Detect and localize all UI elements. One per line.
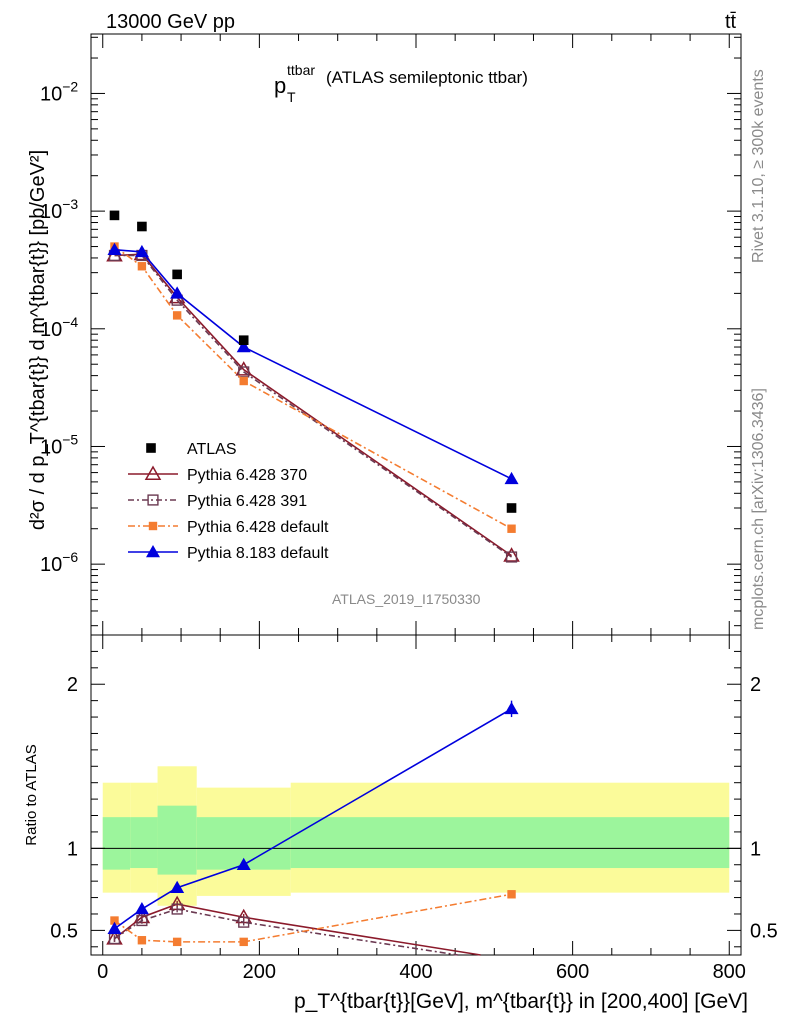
- ratio-y-axis-label: Ratio to ATLAS: [23, 744, 40, 845]
- y-tick-label: 10−3: [40, 196, 78, 223]
- x-tick-label: 800: [713, 961, 746, 983]
- plot-title: p T ttbar (ATLAS semileptonic ttbar): [274, 62, 528, 105]
- series-point-0: [503, 547, 520, 562]
- legend-marker-atlas: [146, 443, 156, 453]
- ratio-y-ticks: 0.5 0.5 1 1 2 2: [50, 650, 778, 948]
- title-rest: (ATLAS semileptonic ttbar): [326, 68, 528, 87]
- title-main: p: [274, 73, 286, 98]
- ratio-tick-label-right: 2: [750, 674, 761, 696]
- ratio-point-2: [507, 890, 516, 899]
- ratio-tick-label-right: 1: [750, 838, 761, 860]
- ratio-point-3: [236, 857, 251, 870]
- series-point-2: [507, 524, 516, 533]
- atlas-data-point: [506, 503, 517, 513]
- legend-label-atlas: ATLAS: [187, 441, 237, 458]
- process-label: 13000 GeV pp: [106, 11, 235, 33]
- x-tick-label: 400: [399, 961, 432, 983]
- legend-label-1: Pythia 6.428 391: [187, 493, 307, 510]
- x-tick-label: 0: [97, 961, 108, 983]
- mcplots-label: mcplots.cern.ch [arXiv:1306.3436]: [750, 388, 767, 630]
- ratio-tick-label: 0.5: [50, 920, 78, 942]
- ratio-point-1: [171, 903, 183, 915]
- y-tick-label: 10−4: [40, 314, 78, 341]
- main-series-layer: [106, 210, 520, 563]
- x-tick-label: 200: [243, 961, 276, 983]
- series-line-1: [114, 254, 512, 558]
- legend-marker-0: [144, 465, 162, 480]
- legend: ATLAS Pythia 6.428 370 Pythia 6.428 391 Pyt…: [128, 441, 329, 562]
- ratio-point-3: [134, 902, 149, 915]
- ratio-tick-label-right: 0.5: [750, 920, 778, 942]
- analysis-watermark: ATLAS_2019_I1750330: [332, 591, 481, 607]
- ratio-tick-label: 1: [67, 838, 78, 860]
- series-point-3: [134, 244, 149, 258]
- uncertainty-bands: [91, 766, 741, 906]
- x-tick-label: 600: [556, 961, 589, 983]
- x-axis-label: p_T^{tbar{t}}[GeV], m^{tbar{t}} in [200,…: [294, 990, 748, 1013]
- legend-marker-3: [146, 545, 160, 558]
- series-point-3: [236, 340, 251, 353]
- band-inner-1: [130, 817, 158, 869]
- y-tick-label: 10−2: [40, 78, 78, 105]
- ratio-series-layer: [106, 700, 519, 956]
- legend-marker-2: [148, 521, 158, 531]
- ratio-point-2: [172, 937, 182, 947]
- series-point-3: [107, 242, 122, 255]
- legend-label-0: Pythia 6.428 370: [187, 467, 307, 484]
- atlas-data-point: [137, 221, 147, 232]
- x-ticks: 0 200 400 600 800: [97, 34, 746, 983]
- series-point-1: [505, 551, 518, 563]
- ratio-point-1: [136, 914, 148, 927]
- ratio-point-2: [110, 916, 119, 925]
- ratio-point-2: [239, 937, 248, 947]
- title-sup: ttbar: [287, 62, 315, 78]
- ratio-point-3: [170, 880, 185, 893]
- ratio-point-3: [107, 921, 122, 934]
- rivet-label: Rivet 3.1.10, ≥ 300k events: [750, 69, 767, 263]
- ratio-tick-label: 2: [67, 674, 78, 696]
- main-y-ticks: 10−6 10−5 10−4 10−3 10−2: [40, 36, 741, 627]
- series-point-2: [172, 311, 182, 320]
- series-point-3: [170, 286, 185, 299]
- y-tick-label: 10−6: [40, 549, 78, 576]
- legend-label-2: Pythia 6.428 default: [187, 519, 329, 536]
- y-tick-label: 10−5: [40, 431, 78, 458]
- band-inner-0: [102, 817, 131, 870]
- atlas-data-point: [238, 335, 249, 346]
- atlas-data-point: [172, 269, 182, 280]
- series-point-2: [137, 262, 147, 271]
- y-axis-label: d²σ / d p_T^{tbar{t}} d m^{tbar{t}} [pb/…: [27, 150, 49, 530]
- atlas-data-point: [109, 210, 120, 221]
- band-inner-4: [290, 817, 730, 869]
- title-sub: T: [287, 89, 296, 105]
- legend-label-3: Pythia 8.183 default: [187, 545, 329, 562]
- particle-label: tt̄: [725, 11, 737, 33]
- series-point-2: [239, 376, 248, 386]
- band-inner-2: [157, 805, 197, 875]
- legend-marker-1: [147, 494, 159, 506]
- ratio-line-2: [114, 893, 512, 943]
- ratio-point-1: [238, 916, 250, 928]
- series-point-3: [504, 471, 519, 485]
- ratio-point-3: [504, 701, 519, 715]
- ratio-point-2: [137, 936, 147, 945]
